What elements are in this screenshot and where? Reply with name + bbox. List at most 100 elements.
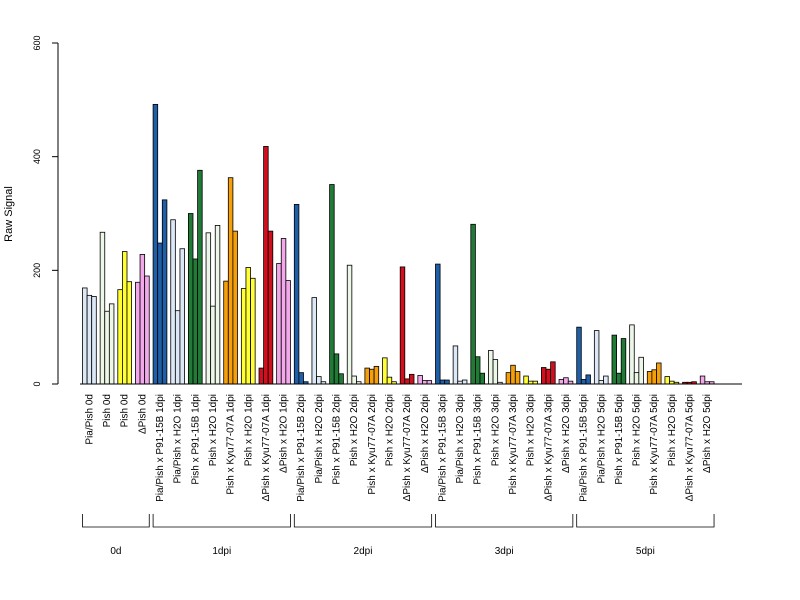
bar bbox=[311, 297, 317, 385]
bar bbox=[245, 267, 251, 385]
category-label: ΔPish x H2O 1dpi bbox=[279, 394, 290, 473]
category-label: ΔPish x Kyu77-07A 2dpi bbox=[402, 394, 413, 501]
bar bbox=[399, 266, 406, 385]
bar bbox=[144, 275, 150, 385]
bar bbox=[232, 230, 238, 385]
bar-group bbox=[117, 251, 132, 385]
bar bbox=[435, 263, 441, 385]
bar bbox=[620, 338, 627, 385]
bar bbox=[523, 375, 529, 385]
bar-group bbox=[187, 169, 203, 385]
bar bbox=[545, 368, 551, 385]
bar-group bbox=[646, 362, 662, 385]
bar bbox=[351, 375, 357, 385]
group-label: 3dpi bbox=[495, 546, 514, 557]
bar bbox=[276, 263, 282, 385]
y-tick-label: 400 bbox=[32, 149, 42, 164]
bar-group bbox=[593, 330, 609, 385]
bar bbox=[514, 371, 521, 385]
category-label: Pia/Pish x P91-15B 5dpi bbox=[579, 394, 590, 502]
category-label: ΔPish x H2O 2dpi bbox=[420, 394, 431, 473]
bar bbox=[369, 368, 375, 385]
group-bracket: 0d bbox=[82, 514, 150, 557]
category-label: Pia/Pish x H2O 5dpi bbox=[596, 394, 607, 484]
bar-group bbox=[293, 204, 309, 385]
group-bracket-line bbox=[152, 514, 291, 528]
bar-group bbox=[276, 238, 291, 385]
bar-group bbox=[205, 225, 221, 385]
category-label: Pish x Kyu77-07A 5dpi bbox=[649, 394, 660, 495]
bar bbox=[386, 376, 393, 385]
bar bbox=[117, 289, 123, 385]
bar bbox=[329, 184, 335, 385]
bar bbox=[108, 303, 115, 385]
group-label: 2dpi bbox=[354, 546, 373, 557]
bar bbox=[408, 373, 415, 385]
bar bbox=[651, 369, 657, 385]
bar-group bbox=[488, 350, 503, 385]
bar-group bbox=[699, 375, 715, 385]
bar bbox=[316, 376, 322, 385]
bar bbox=[611, 334, 617, 385]
category-label: ΔPish 0d bbox=[137, 394, 148, 434]
y-tick-label: 0 bbox=[32, 381, 42, 386]
bar-group bbox=[311, 297, 327, 385]
bar bbox=[86, 294, 93, 385]
group-bracket-line bbox=[293, 514, 433, 528]
category-label: Pia/Pish x H2O 2dpi bbox=[314, 394, 325, 484]
bar bbox=[139, 254, 146, 385]
category-label: Pish 0d bbox=[120, 394, 131, 427]
bar bbox=[474, 356, 481, 385]
bar bbox=[267, 230, 274, 385]
bar bbox=[187, 213, 194, 385]
bar bbox=[240, 288, 247, 385]
bar bbox=[638, 356, 644, 385]
category-label: Pish x H2O 3dpi bbox=[526, 394, 537, 466]
category-label: Pish x H2O 5dpi bbox=[632, 394, 643, 466]
category-label: Pia/Pish x H2O 1dpi bbox=[173, 394, 184, 484]
bar bbox=[699, 375, 706, 385]
bar bbox=[439, 379, 446, 385]
category-label: Pia/Pish x P91-15B 1dpi bbox=[155, 394, 166, 502]
bar bbox=[280, 238, 287, 385]
bar bbox=[122, 251, 128, 385]
bar bbox=[404, 378, 410, 385]
bar-group bbox=[576, 326, 591, 385]
category-label: ΔPish x Kyu77-07A 1dpi bbox=[261, 394, 272, 501]
category-label: Pish x Kyu77-07A 2dpi bbox=[367, 394, 378, 495]
bar bbox=[285, 280, 291, 385]
bar-group bbox=[523, 375, 538, 385]
bar bbox=[126, 281, 132, 385]
bar bbox=[422, 380, 428, 385]
bar bbox=[174, 310, 181, 385]
bar-group bbox=[505, 364, 521, 385]
bar bbox=[580, 379, 587, 385]
bar bbox=[646, 371, 653, 385]
y-axis: 0 200 400 600 bbox=[32, 35, 59, 387]
bar bbox=[479, 372, 485, 385]
category-label: Pia/Pish x P91-15B 2dpi bbox=[296, 394, 307, 502]
category-label: Pish x H2O 3dpi bbox=[490, 394, 501, 466]
group-bracket-line bbox=[435, 514, 574, 528]
bar-group bbox=[452, 345, 468, 385]
group-bracket: 5dpi bbox=[576, 514, 715, 557]
bar bbox=[99, 231, 106, 385]
bar bbox=[250, 277, 256, 385]
bar bbox=[227, 177, 234, 385]
y-axis-title: Raw Signal bbox=[3, 186, 15, 242]
bar bbox=[576, 326, 582, 385]
bar bbox=[258, 367, 264, 385]
category-label: Pia/Pish 0d bbox=[84, 394, 95, 445]
bar bbox=[664, 376, 670, 385]
bar bbox=[444, 379, 450, 385]
bar bbox=[210, 305, 216, 385]
bar bbox=[223, 280, 229, 385]
group-label: 1dpi bbox=[212, 546, 231, 557]
bar bbox=[263, 146, 269, 385]
category-label: ΔPish x Kyu77-07A 3dpi bbox=[543, 394, 554, 501]
bar-group bbox=[399, 266, 415, 385]
bar-group bbox=[329, 184, 344, 385]
bar bbox=[179, 248, 185, 385]
y-tick-label: 600 bbox=[32, 35, 42, 50]
bar bbox=[593, 330, 600, 385]
